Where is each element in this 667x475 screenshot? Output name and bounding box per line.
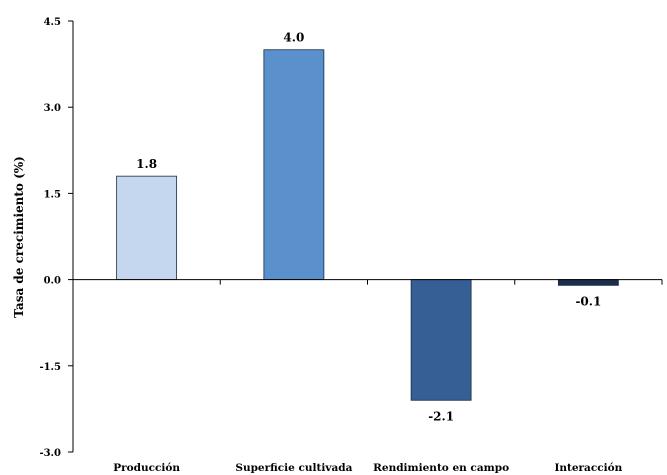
category-label: Superficie cultivada xyxy=(235,462,352,474)
category-label: Rendimiento en campo xyxy=(373,462,509,474)
zero-axis xyxy=(73,279,663,285)
value-labels: 1.8 4.0 -2.1 -0.1 xyxy=(136,31,601,424)
y-tick-label: -1.5 xyxy=(39,362,61,373)
bars xyxy=(116,49,619,401)
bar-1 xyxy=(116,175,178,281)
value-label: -2.1 xyxy=(428,409,454,423)
y-tick-label: 1.5 xyxy=(44,189,61,200)
bar-2 xyxy=(263,49,325,281)
y-tick-label: 4.5 xyxy=(44,17,61,28)
y-axis: 4.5 3.0 1.5 0.0 -1.5 -3.0 xyxy=(39,17,74,459)
y-tick-label: -3.0 xyxy=(39,448,61,459)
y-tick-label: 3.0 xyxy=(44,103,61,114)
y-tick-label: 0.0 xyxy=(44,276,61,287)
value-label: -0.1 xyxy=(575,294,601,308)
y-axis-title: Tasa de crecimiento (%) xyxy=(12,156,26,318)
value-label: 1.8 xyxy=(136,157,157,171)
category-label: Interacción xyxy=(554,462,622,474)
bar-3 xyxy=(410,279,472,401)
category-label: Producción xyxy=(113,462,180,474)
bar-4 xyxy=(557,279,619,286)
value-label: 4.0 xyxy=(283,31,304,45)
category-labels: Producción Superficie cultivada Rendimient… xyxy=(113,462,622,474)
